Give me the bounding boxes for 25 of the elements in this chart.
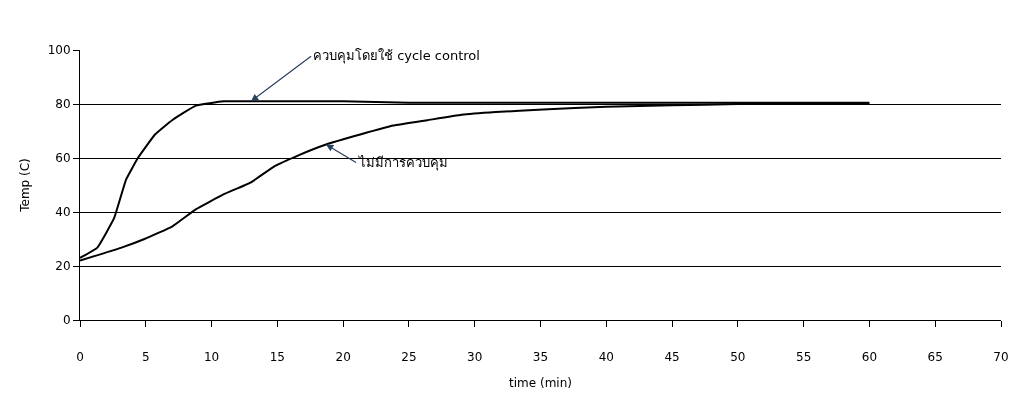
x-tick-label: 65 [927, 350, 943, 365]
y-tick-label: 20 [55, 259, 71, 274]
y-tick-label: 80 [55, 97, 71, 112]
x-tick-label: 0 [76, 350, 84, 365]
x-tick-label: 20 [335, 350, 351, 365]
x-tick-label: 70 [993, 350, 1009, 365]
x-tick-label: 25 [401, 350, 417, 365]
x-tick-label: 55 [796, 350, 812, 365]
series-label: ไม่มีการควบคุม [358, 155, 448, 171]
x-tick-label: 10 [203, 350, 220, 365]
y-tick-label: 40 [55, 205, 71, 220]
text: ควบคุมโดยใช้ cycle control [313, 48, 480, 64]
y-tick-label: 100 [47, 43, 71, 58]
x-tick-label: 40 [598, 350, 614, 365]
y-tick-label: 60 [55, 151, 71, 166]
x-tick-label: 45 [664, 350, 680, 365]
x-tick-label: 30 [467, 350, 483, 365]
x-tick-label: 50 [730, 350, 746, 365]
y-tick-label: 0 [62, 313, 71, 328]
x-tick-label: 15 [269, 350, 285, 365]
x-tick-label: 5 [141, 350, 150, 365]
x-tick-label: 35 [532, 350, 549, 365]
y-axis-title: Temp (C) [17, 158, 32, 213]
x-axis-title: time (min) [509, 376, 572, 391]
x-tick-label: 60 [861, 350, 878, 365]
